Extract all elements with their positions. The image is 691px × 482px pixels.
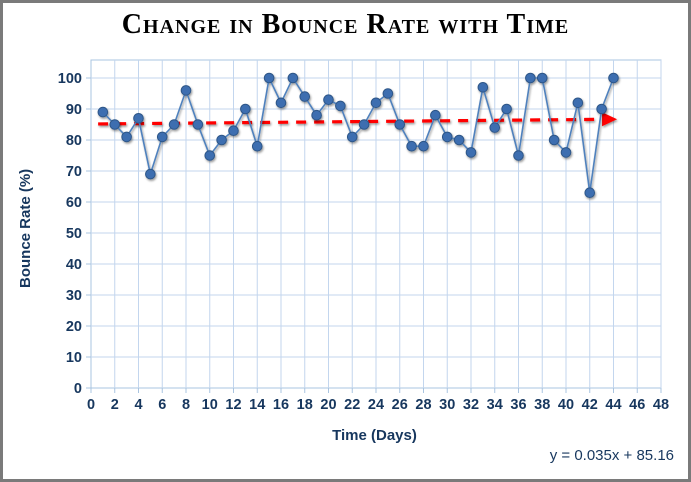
trendline-arrow-icon: [602, 112, 618, 127]
data-point-marker: [335, 100, 346, 112]
x-tick-label: 16: [273, 397, 289, 413]
data-point-marker: [513, 150, 524, 161]
data-point-marker: [228, 125, 239, 136]
axis-ticks: [86, 77, 662, 393]
data-point-marker: [311, 109, 322, 121]
chart-title: Change in Bounce Rate with Time: [121, 9, 570, 40]
data-point-marker: [382, 88, 394, 99]
data-point-marker: [121, 131, 132, 143]
data-point-marker: [168, 119, 180, 130]
data-point-marker: [430, 109, 441, 121]
data-point-marker: [441, 131, 453, 143]
chart-plot-area: 0 2 4 6 8 10 12 14 16 18 20 22 24 26 28 30 32 34 36 38 40 42 4…: [58, 59, 669, 413]
y-tick-label: 20: [66, 319, 82, 335]
data-point-marker: [596, 103, 607, 115]
x-tick-label: 46: [629, 397, 645, 413]
x-tick-label: 18: [297, 397, 313, 413]
data-point-marker: [394, 119, 406, 130]
data-point-marker: [406, 140, 417, 152]
data-point-marker: [525, 72, 536, 84]
data-point-marker: [180, 85, 192, 96]
data-point-marker: [584, 187, 596, 198]
x-tick-label: 44: [605, 397, 621, 413]
y-axis-title: Bounce Rate (%): [17, 168, 34, 288]
data-point-marker: [192, 119, 204, 130]
x-tick-label: 20: [320, 397, 336, 413]
data-point-marker: [536, 72, 548, 84]
y-tick-label: 60: [66, 195, 82, 211]
data-point-marker: [346, 131, 358, 143]
x-tick-label: 42: [582, 397, 598, 413]
data-point-marker: [358, 119, 370, 130]
x-tick-label: 2: [111, 397, 119, 413]
y-tick-label: 50: [66, 226, 82, 242]
data-point-marker: [145, 168, 156, 180]
x-tick-label: 22: [344, 397, 360, 413]
trendline: [98, 112, 618, 127]
data-point-marker: [489, 122, 501, 133]
data-point-marker: [453, 134, 465, 146]
data-point-marker: [240, 103, 251, 115]
x-tick-label: 26: [392, 397, 408, 413]
y-tick-label: 90: [66, 102, 82, 118]
data-point-marker: [275, 97, 287, 109]
axis-tick-labels: 0 2 4 6 8 10 12 14 16 18 20 22 24 26 28 30 32 34 36 38 40 42 4…: [58, 71, 669, 413]
data-point-marker: [204, 150, 216, 161]
x-tick-label: 12: [225, 397, 241, 413]
x-tick-label: 32: [463, 397, 479, 413]
data-point-marker: [156, 131, 168, 143]
x-tick-label: 48: [653, 397, 669, 413]
y-tick-label: 40: [66, 257, 82, 273]
data-point-marker: [477, 82, 489, 93]
data-point-marker: [263, 72, 275, 84]
data-point-marker: [418, 140, 429, 152]
gridlines: [91, 60, 662, 388]
x-tick-label: 36: [510, 397, 526, 413]
data-point-marker: [109, 119, 121, 130]
data-point-marker: [608, 72, 619, 84]
data-point-marker: [133, 113, 144, 124]
x-tick-label: 40: [558, 397, 574, 413]
trendline-equation-label: y = 0.035x + 85.16: [549, 447, 674, 464]
data-series: [97, 72, 619, 198]
x-axis-title: Time (Days): [332, 427, 417, 444]
x-tick-label: 6: [158, 397, 166, 413]
x-tick-label: 14: [249, 397, 265, 413]
x-tick-label: 10: [202, 397, 218, 413]
x-tick-label: 24: [368, 397, 384, 413]
data-point-marker: [501, 103, 512, 115]
x-tick-label: 34: [487, 397, 503, 413]
x-tick-label: 0: [87, 397, 95, 413]
data-point-marker: [548, 134, 560, 146]
x-tick-label: 30: [439, 397, 455, 413]
data-point-marker: [560, 147, 572, 158]
data-point-marker: [216, 134, 227, 146]
y-tick-label: 80: [66, 133, 82, 149]
x-tick-label: 38: [534, 397, 550, 413]
y-tick-label: 0: [74, 381, 82, 397]
x-tick-label: 28: [415, 397, 431, 413]
x-tick-label: 8: [182, 397, 190, 413]
data-point-marker: [323, 94, 334, 105]
y-tick-label: 100: [58, 71, 82, 87]
data-point-marker: [97, 106, 109, 118]
x-tick-label: 4: [134, 397, 142, 413]
data-point-marker: [299, 91, 311, 102]
y-tick-label: 70: [66, 164, 82, 180]
data-point-marker: [465, 147, 477, 158]
data-point-marker: [251, 140, 263, 152]
series-line: [102, 75, 615, 193]
y-tick-label: 30: [66, 288, 82, 304]
data-point-marker: [370, 97, 382, 109]
data-point-marker: [287, 72, 299, 84]
y-tick-label: 10: [66, 350, 82, 366]
data-point-marker: [572, 97, 584, 109]
